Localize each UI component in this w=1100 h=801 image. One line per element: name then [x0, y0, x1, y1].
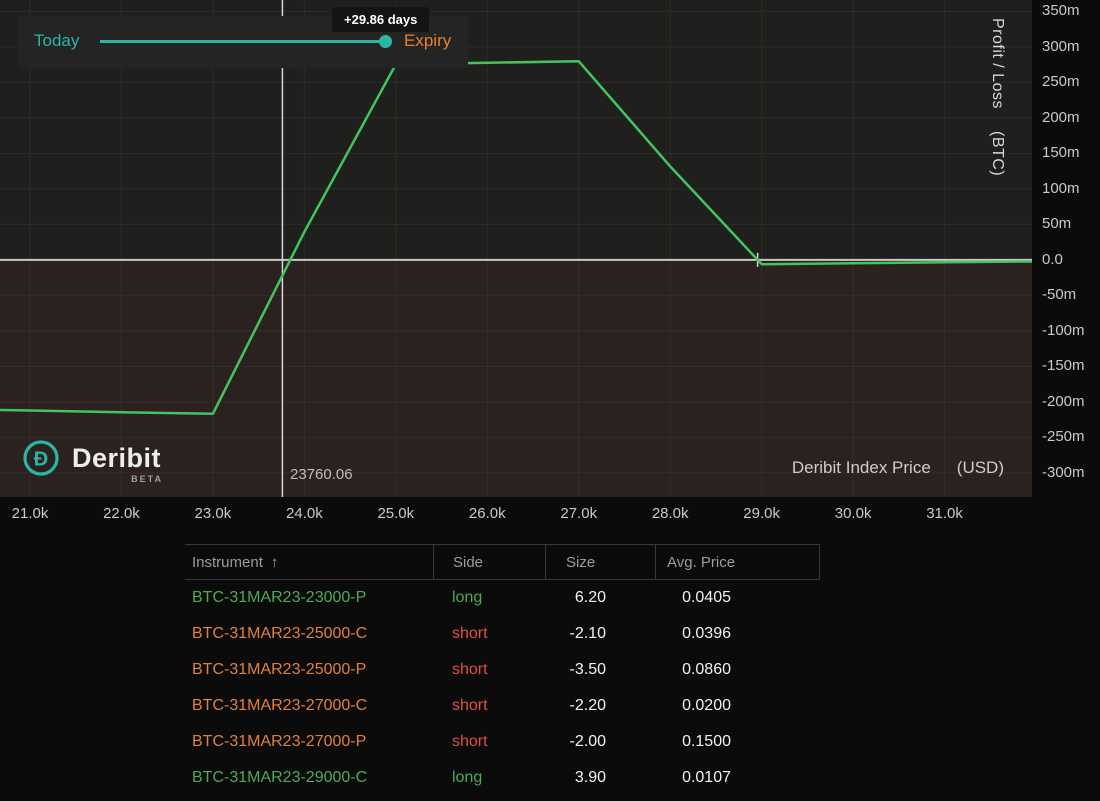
time-slider-track[interactable] — [100, 40, 386, 43]
header-side[interactable]: Side — [433, 545, 545, 579]
avg-price-cell: 0.1500 — [655, 733, 820, 751]
side-cell: short — [433, 697, 545, 715]
beta-badge: BETA — [131, 474, 163, 484]
pnl-chart-area: Profit / Loss (BTC) Today Expiry +29.86 d… — [0, 0, 1100, 535]
header-instrument-label: Instrument — [192, 554, 263, 571]
y-axis-tick-label: 0.0 — [1042, 251, 1063, 269]
x-axis-tick-label: 31.0k — [913, 505, 977, 522]
positions-panel: Instrument ↑ Side Size Avg. Price BTC-31… — [0, 535, 1100, 801]
y-axis-tick-label: 300m — [1042, 38, 1080, 56]
time-slider-handle[interactable] — [379, 35, 392, 48]
y-axis-tick-label: 250m — [1042, 73, 1080, 91]
side-cell: long — [433, 769, 545, 787]
y-axis-tick-label: 50m — [1042, 215, 1071, 233]
x-axis-tick-label: 23.0k — [181, 505, 245, 522]
x-axis-tick-label: 27.0k — [547, 505, 611, 522]
svg-text:Đ: Đ — [34, 449, 48, 471]
x-axis-tick-label: 29.0k — [730, 505, 794, 522]
size-cell: -2.00 — [545, 733, 655, 751]
y-axis-tick-label: -200m — [1042, 393, 1085, 411]
y-axis-title-text: Profit / Loss — [989, 18, 1006, 109]
x-axis-tick-label: 24.0k — [272, 505, 336, 522]
avg-price-cell: 0.0396 — [655, 625, 820, 643]
size-cell: 6.20 — [545, 589, 655, 607]
instrument-cell[interactable]: BTC-31MAR23-25000-C — [185, 625, 433, 643]
time-slider-legend: Today Expiry +29.86 days — [18, 16, 468, 68]
today-label: Today — [34, 31, 79, 51]
x-axis-tick-label: 28.0k — [638, 505, 702, 522]
sort-ascending-icon: ↑ — [271, 554, 279, 571]
x-axis: 21.0k 22.0k 23.0k 24.0k 25.0k 26.0k 27.0k 28.0k… — [0, 497, 1032, 535]
size-cell: 3.90 — [545, 769, 655, 787]
y-axis-tick-label: -300m — [1042, 464, 1085, 482]
avg-price-cell: 0.0200 — [655, 697, 820, 715]
table-row[interactable]: BTC-31MAR23-27000-Pshort-2.000.1500 — [185, 724, 820, 760]
y-axis-tick-label: -50m — [1042, 286, 1076, 304]
y-axis-tick-label: 200m — [1042, 109, 1080, 127]
instrument-cell[interactable]: BTC-31MAR23-25000-P — [185, 661, 433, 679]
avg-price-cell: 0.0405 — [655, 589, 820, 607]
avg-price-cell: 0.0860 — [655, 661, 820, 679]
deribit-position-builder: Profit / Loss (BTC) Today Expiry +29.86 d… — [0, 0, 1100, 801]
x-axis-title: Deribit Index Price (USD) — [792, 458, 1004, 478]
instrument-cell[interactable]: BTC-31MAR23-27000-P — [185, 733, 433, 751]
x-axis-tick-label: 21.0k — [0, 505, 62, 522]
index-price-label: 23760.06 — [290, 466, 353, 483]
x-axis-unit: (USD) — [957, 458, 1004, 477]
header-size[interactable]: Size — [545, 545, 655, 579]
table-row[interactable]: BTC-31MAR23-27000-Cshort-2.200.0200 — [185, 688, 820, 724]
y-axis-tick-label: 350m — [1042, 2, 1080, 20]
header-avg-price[interactable]: Avg. Price — [655, 545, 820, 579]
table-row[interactable]: BTC-31MAR23-29000-Clong3.900.0107 — [185, 760, 820, 796]
table-row[interactable]: BTC-31MAR23-23000-Plong6.200.0405 — [185, 580, 820, 616]
y-axis-tick-label: -250m — [1042, 428, 1085, 446]
side-cell: long — [433, 589, 545, 607]
y-axis: 350m 300m 250m 200m 150m 100m 50m 0.0 -50m -100m -… — [1032, 0, 1100, 497]
x-axis-title-text: Deribit Index Price — [792, 458, 931, 477]
table-header: Instrument ↑ Side Size Avg. Price — [185, 544, 820, 580]
y-axis-tick-label: 150m — [1042, 144, 1080, 162]
y-axis-tick-label: -150m — [1042, 357, 1085, 375]
x-axis-tick-label: 22.0k — [89, 505, 153, 522]
y-axis-title: Profit / Loss (BTC) — [988, 18, 1006, 176]
y-axis-tick-label: -100m — [1042, 322, 1085, 340]
side-cell: short — [433, 625, 545, 643]
table-row[interactable]: BTC-31MAR23-25000-Pshort-3.500.0860 — [185, 652, 820, 688]
deribit-logo: Đ Deribit BETA — [20, 437, 161, 479]
positions-table: Instrument ↑ Side Size Avg. Price BTC-31… — [185, 535, 820, 796]
expiry-label: Expiry — [404, 31, 451, 51]
side-cell: short — [433, 661, 545, 679]
x-axis-tick-label: 25.0k — [364, 505, 428, 522]
deribit-coin-icon: Đ — [20, 437, 62, 479]
size-cell: -2.10 — [545, 625, 655, 643]
table-row[interactable]: BTC-31MAR23-25000-Cshort-2.100.0396 — [185, 616, 820, 652]
deribit-wordmark: Deribit — [72, 443, 161, 473]
y-axis-tick-label: 100m — [1042, 180, 1080, 198]
instrument-cell[interactable]: BTC-31MAR23-29000-C — [185, 769, 433, 787]
x-axis-tick-label: 26.0k — [455, 505, 519, 522]
avg-price-cell: 0.0107 — [655, 769, 820, 787]
pnl-chart-canvas[interactable] — [0, 0, 1032, 497]
x-axis-tick-label: 30.0k — [821, 505, 885, 522]
instrument-cell[interactable]: BTC-31MAR23-27000-C — [185, 697, 433, 715]
size-cell: -3.50 — [545, 661, 655, 679]
side-cell: short — [433, 733, 545, 751]
size-cell: -2.20 — [545, 697, 655, 715]
table-body: BTC-31MAR23-23000-Plong6.200.0405BTC-31M… — [185, 580, 820, 796]
days-offset-tooltip: +29.86 days — [332, 7, 429, 32]
y-axis-unit: (BTC) — [989, 131, 1006, 176]
header-instrument[interactable]: Instrument ↑ — [185, 545, 433, 579]
instrument-cell[interactable]: BTC-31MAR23-23000-P — [185, 589, 433, 607]
